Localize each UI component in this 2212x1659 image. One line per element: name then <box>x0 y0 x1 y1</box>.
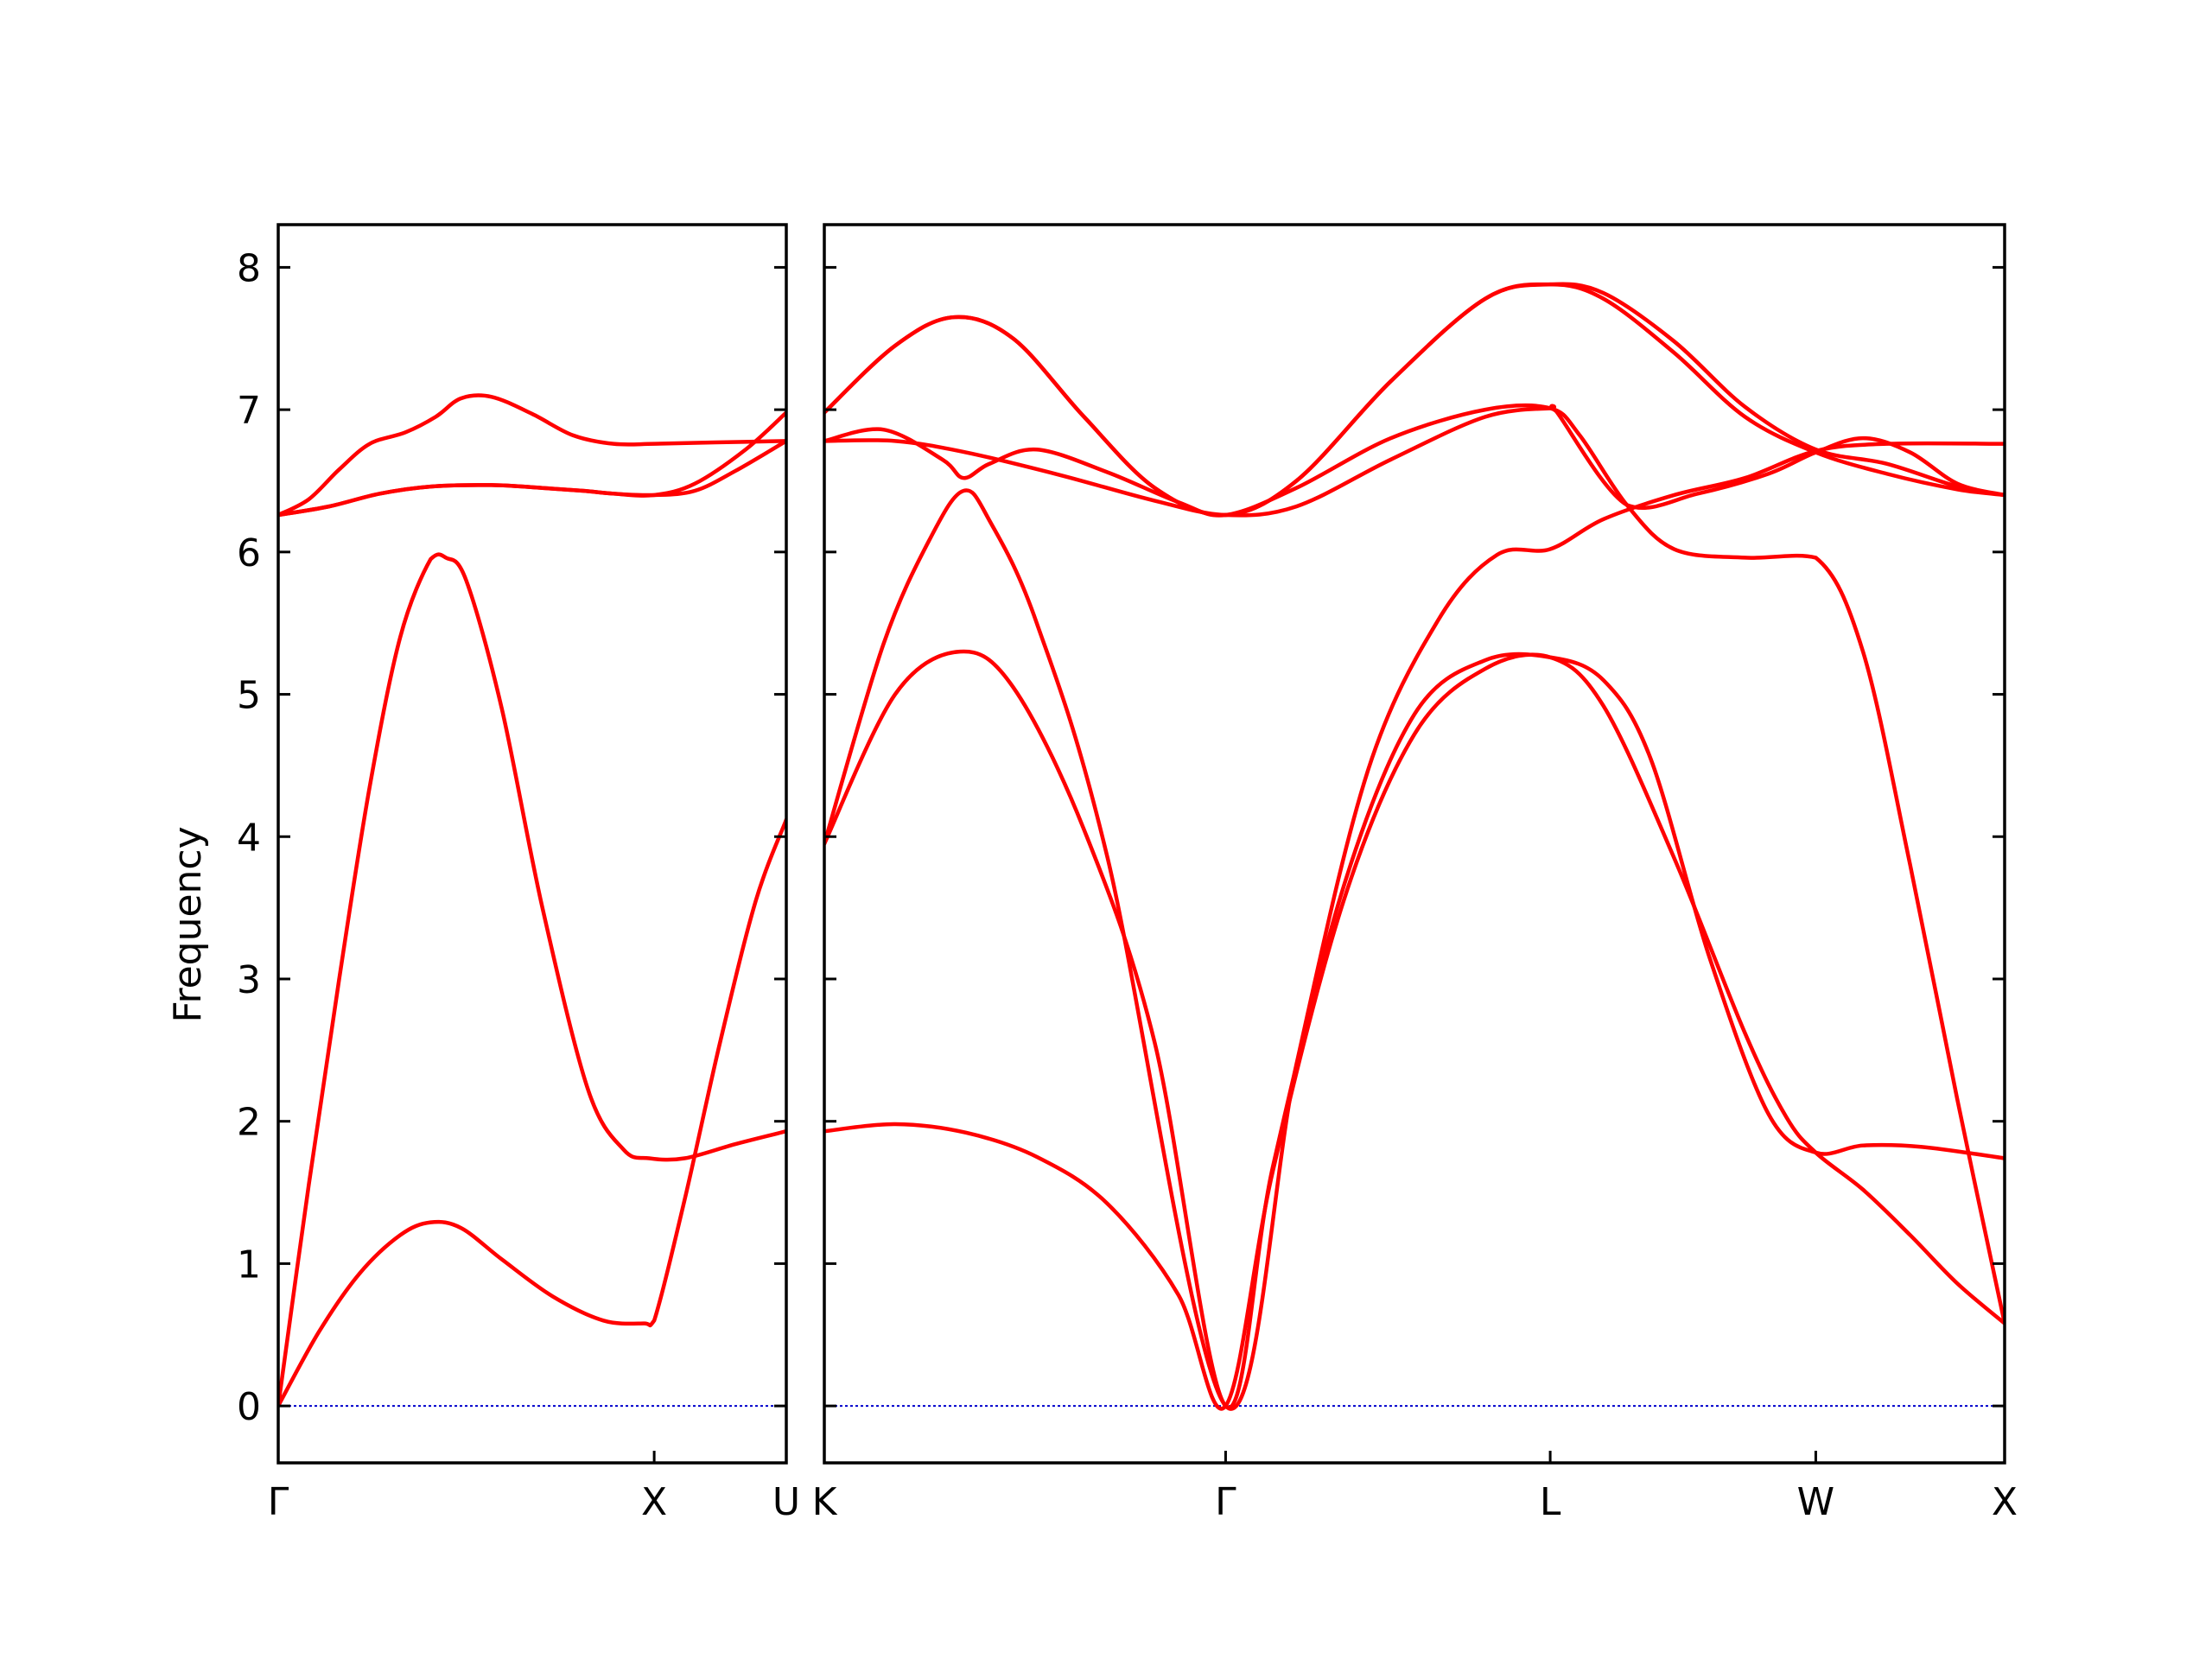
band-lines <box>824 282 2005 1411</box>
y-axis-label: Frequency <box>166 826 210 1022</box>
band-lines <box>278 393 786 1408</box>
y-tick-label: 1 <box>237 1243 261 1287</box>
x-tick-label: U <box>772 1480 800 1524</box>
band-line-7 <box>824 282 2005 518</box>
y-tick-label: 2 <box>237 1101 261 1145</box>
y-tick-label: 5 <box>237 674 261 718</box>
band-line-2 <box>824 649 2005 1410</box>
y-tick-label: 4 <box>237 816 261 860</box>
band-line-1 <box>824 652 2005 1411</box>
band-line-4 <box>278 410 786 518</box>
band-line-5 <box>824 404 2005 518</box>
band-line-5 <box>278 393 786 518</box>
y-tick-label: 6 <box>237 531 261 575</box>
x-tick-label: X <box>1992 1480 2018 1524</box>
x-tick-label: W <box>1797 1480 1835 1524</box>
x-tick-label: X <box>641 1480 667 1524</box>
band-line-3 <box>824 441 2005 1411</box>
band-line-2 <box>278 552 786 1408</box>
y-tick-labels: 0 1 2 3 4 5 6 7 8 <box>237 246 261 1429</box>
y-tick-label: 3 <box>237 958 261 1002</box>
band-line-1 <box>278 817 786 1408</box>
y-tick-label: 8 <box>237 246 261 290</box>
y-tick-label: 7 <box>237 389 261 433</box>
x-tick-label: Γ <box>268 1480 289 1524</box>
x-tick-label: L <box>1540 1480 1561 1524</box>
x-tick-label: Γ <box>1215 1480 1236 1524</box>
axes-frame <box>276 223 788 1465</box>
axes-frame <box>823 223 2006 1465</box>
band-line-4 <box>824 403 2005 1325</box>
x-tick-label: K <box>812 1480 838 1524</box>
y-tick-label: 0 <box>237 1385 261 1429</box>
band-line-6 <box>824 282 2005 518</box>
band-line-3 <box>278 439 786 518</box>
